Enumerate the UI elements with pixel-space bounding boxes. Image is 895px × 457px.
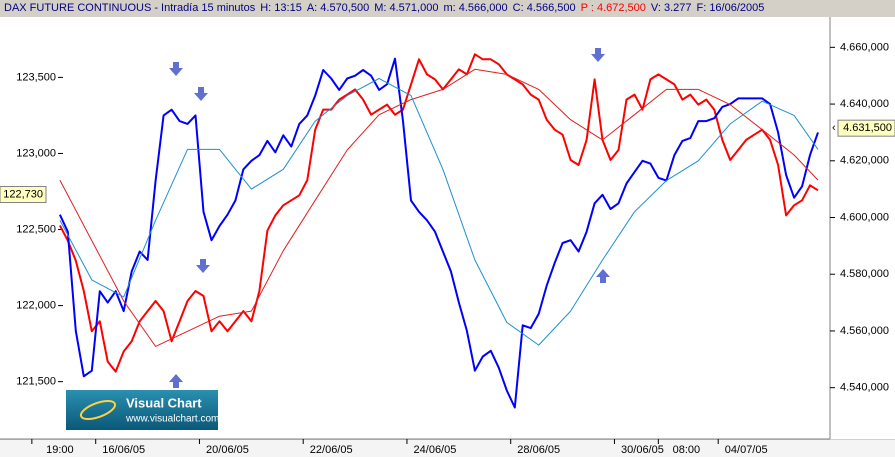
y-tick-label: 122,500 — [16, 223, 56, 235]
x-tick-label: 19:00 — [46, 444, 74, 456]
header-item: C: 4.566,500 — [512, 2, 576, 14]
header-item: m: 4.566,000 — [443, 2, 508, 14]
last-value-label: 4.631,500 — [843, 122, 892, 134]
arrow-marker — [196, 259, 210, 273]
x-tick-label: 28/06/05 — [517, 444, 560, 456]
logo-title: Visual Chart — [126, 395, 202, 410]
x-axis-band — [0, 440, 895, 457]
arrow-marker — [596, 269, 610, 283]
x-tick-label: 08:00 — [673, 444, 701, 456]
plot-background — [0, 17, 895, 439]
x-tick-label: 30/06/05 — [621, 444, 664, 456]
x-tick-label: 24/06/05 — [414, 444, 457, 456]
header-item: P : 4.672,500 — [580, 2, 646, 14]
series-line — [59, 68, 819, 347]
logo-swoosh — [79, 399, 117, 421]
y-tick-label: 123,500 — [16, 71, 56, 83]
last-value-pointer: ‹ — [832, 122, 836, 134]
header-item: H: 13:15 — [260, 2, 302, 14]
header-item: M: 4.571,000 — [374, 2, 439, 14]
y2-tick-label: 4.620,000 — [840, 155, 889, 167]
x-tick-label: 16/06/05 — [102, 444, 145, 456]
last-value-label: 122,730 — [3, 188, 43, 200]
header-item: F: 16/06/2005 — [696, 2, 765, 14]
y2-tick-label: 4.580,000 — [840, 268, 889, 280]
y-tick-label: 123,000 — [16, 147, 56, 159]
last-value-box — [0, 186, 47, 204]
y2-tick-label: 4.560,000 — [840, 325, 889, 337]
header-item: A: 4.570,500 — [306, 2, 370, 14]
y2-tick-label: 4.640,000 — [840, 98, 889, 110]
x-tick-label: 20/06/05 — [206, 444, 249, 456]
logo: Visual Chart www.visualchart.com — [66, 390, 219, 430]
header: DAX FUTURE CONTINUOUS - Intradía 15 minu… — [4, 1, 769, 16]
y-tick-label: 121,500 — [16, 376, 56, 388]
y-tick-label: 122,000 — [16, 299, 56, 311]
y2-tick-label: 4.540,000 — [840, 382, 889, 394]
header-item: V: 3.277 — [650, 2, 692, 14]
arrow-marker — [169, 374, 183, 388]
logo-box — [66, 390, 218, 430]
arrow-marker — [194, 87, 208, 101]
arrow-marker — [169, 62, 183, 76]
x-tick-label: 04/07/05 — [725, 444, 768, 456]
x-tick-label: 22/06/05 — [310, 444, 353, 456]
header-item: DAX FUTURE CONTINUOUS - Intradía 15 minu… — [4, 2, 256, 14]
y2-tick-label: 4.660,000 — [840, 41, 889, 53]
series-line — [59, 78, 819, 346]
series-line — [58, 57, 819, 409]
last-value-box — [837, 119, 895, 137]
arrow-marker — [591, 48, 605, 62]
series-line — [59, 53, 819, 373]
logo-url: www.visualchart.com — [125, 414, 219, 425]
y2-tick-label: 4.600,000 — [840, 211, 889, 223]
